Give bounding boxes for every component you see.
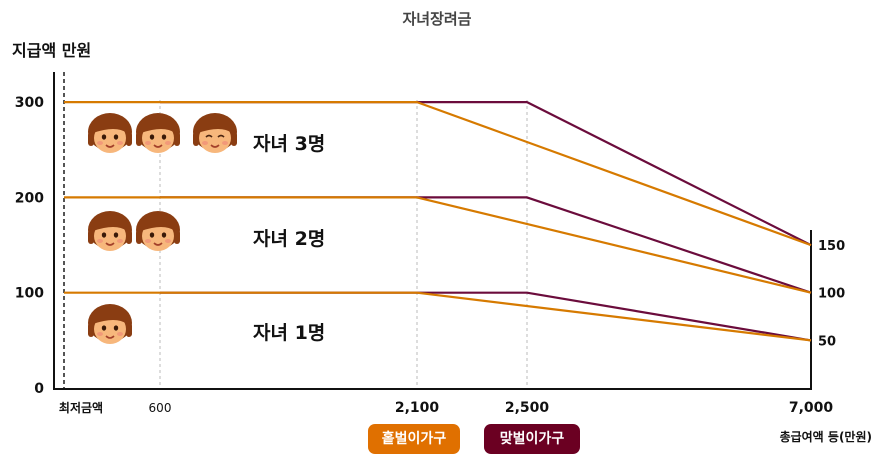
child-face-icon-part <box>93 215 127 231</box>
right-value-label-0: 150 <box>818 239 845 254</box>
y-tick-label-0: 0 <box>34 381 44 397</box>
child-face-icon-part <box>145 141 151 145</box>
child-face-icon-part <box>141 215 175 231</box>
x-tick-label-1: 2,100 <box>395 400 440 416</box>
child-face-icon-part <box>101 232 107 238</box>
child-face-icon-part <box>126 230 132 244</box>
child-face-icon-part <box>97 239 103 243</box>
y-axis-label: 지급액 만원 <box>12 41 91 60</box>
child-face-icon <box>136 211 180 251</box>
child-face-icon-part <box>136 230 142 244</box>
x-axis-label: 총급여액 등(만원) <box>780 429 872 444</box>
child-face-icon <box>136 113 180 153</box>
child-face-icon-part <box>88 132 94 146</box>
child-face-icon-part <box>141 117 175 133</box>
child-face-icon-part <box>88 230 94 244</box>
child-face-icon-part <box>117 141 123 145</box>
child-face-icon-part <box>97 332 103 336</box>
y-tick-label-3: 300 <box>15 95 44 111</box>
child-face-icon-part <box>145 239 151 243</box>
chart-title: 자녀장려금 <box>402 10 471 28</box>
child-face-icon-part <box>231 132 237 146</box>
child-face-icon-part <box>105 335 115 339</box>
child-face-icon-part <box>199 123 231 153</box>
child-face-icon-part <box>93 117 127 133</box>
child-face-icon-part <box>126 323 132 337</box>
group-label-0: 자녀 3명 <box>253 133 325 155</box>
right-value-label-2: 50 <box>818 334 836 349</box>
child-face-icon-part <box>153 242 163 246</box>
child-face-icon-part <box>117 332 123 336</box>
group-label-2: 자녀 1명 <box>253 322 325 344</box>
child-face-icon-part <box>193 132 199 146</box>
child-face-icon-part <box>142 221 174 251</box>
child-face-icon-part <box>205 134 213 138</box>
series-1-line-0 <box>160 100 812 247</box>
child-face-icon-part <box>202 141 208 145</box>
x-tick-label-0: 600 <box>149 401 172 415</box>
y-tick-label-1: 100 <box>15 286 44 302</box>
child-face-icon-part <box>153 144 163 148</box>
child-face-icon-part <box>105 242 115 246</box>
child-face-icon <box>88 211 132 251</box>
y-tick-label-2: 200 <box>15 190 44 206</box>
x-tick-label-2: 2,500 <box>505 400 550 416</box>
child-face-icon-part <box>136 132 142 146</box>
child-face-icon-part <box>174 230 180 244</box>
child-face-icon-part <box>165 141 171 145</box>
series-0-line-0 <box>64 100 812 247</box>
right-value-label-1: 100 <box>818 287 845 302</box>
child-face-icon-part <box>113 232 119 238</box>
child-face-icon-part <box>161 134 167 140</box>
child-face-icon-part <box>101 134 107 140</box>
child-face-icon <box>88 113 132 153</box>
child-face-icon-part <box>88 323 94 337</box>
child-face-icon-part <box>101 325 107 331</box>
child-face-icon-part <box>165 239 171 243</box>
x-tick-label-3: 7,000 <box>789 400 834 416</box>
child-face-icon-part <box>222 141 228 145</box>
child-face-icon-part <box>149 232 155 238</box>
child-face-icon-part <box>94 221 126 251</box>
child-face-icon-part <box>117 239 123 243</box>
child-face-icon-part <box>161 232 167 238</box>
child-face-icon-part <box>198 117 232 133</box>
child-face-icon <box>193 113 237 153</box>
child-face-icon-part <box>93 308 127 324</box>
child-face-icon-part <box>97 141 103 145</box>
series-0-line-2 <box>64 291 812 342</box>
child-face-icon <box>88 304 132 344</box>
legend-dual-income[interactable]: 맞벌이가구 <box>484 424 580 454</box>
legend-single-income[interactable]: 홑벌이가구 <box>368 424 460 454</box>
child-face-icon-part <box>149 134 155 140</box>
child-face-icon-part <box>217 134 225 138</box>
child-face-icon-part <box>94 123 126 153</box>
child-face-icon-part <box>142 123 174 153</box>
child-face-icon-part <box>210 144 220 148</box>
child-face-icon-part <box>94 314 126 344</box>
child-face-icon-part <box>174 132 180 146</box>
x-origin-label: 최저금액 <box>59 400 103 415</box>
child-face-icon-part <box>105 144 115 148</box>
child-face-icon-part <box>113 325 119 331</box>
child-face-icon-part <box>126 132 132 146</box>
child-face-icon-part <box>113 134 119 140</box>
series-0-line-1 <box>64 196 812 294</box>
group-label-1: 자녀 2명 <box>253 228 325 250</box>
